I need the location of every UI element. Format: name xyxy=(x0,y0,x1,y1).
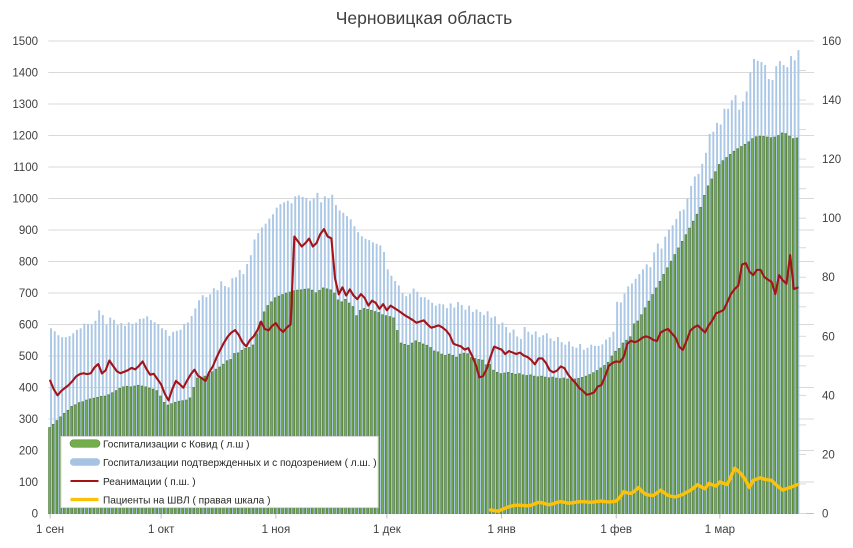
svg-text:1400: 1400 xyxy=(12,68,38,80)
svg-text:1100: 1100 xyxy=(13,162,38,174)
svg-text:600: 600 xyxy=(19,320,38,332)
svg-text:Госпитализации подтвержденных: Госпитализации подтвержденных и с подозр… xyxy=(103,458,377,469)
svg-text:1200: 1200 xyxy=(12,131,38,143)
svg-text:900: 900 xyxy=(19,225,38,237)
svg-text:1 янв: 1 янв xyxy=(487,524,515,536)
svg-text:Госпитализации с Ковид ( л.ш ): Госпитализации с Ковид ( л.ш ) xyxy=(103,439,249,450)
svg-text:1 мар: 1 мар xyxy=(705,524,735,536)
svg-text:400: 400 xyxy=(19,383,38,395)
svg-text:300: 300 xyxy=(19,414,38,426)
svg-text:1 дек: 1 дек xyxy=(373,524,402,536)
svg-text:1000: 1000 xyxy=(12,194,38,206)
svg-text:40: 40 xyxy=(822,390,835,402)
svg-text:500: 500 xyxy=(19,351,38,363)
svg-text:1 сен: 1 сен xyxy=(36,524,64,536)
svg-text:120: 120 xyxy=(822,154,841,166)
svg-text:160: 160 xyxy=(822,36,841,48)
svg-text:1 фев: 1 фев xyxy=(600,524,632,536)
svg-text:1 ноя: 1 ноя xyxy=(262,524,291,536)
svg-text:0: 0 xyxy=(32,509,38,521)
svg-text:800: 800 xyxy=(19,257,38,269)
svg-text:Черновицкая область: Черновицкая область xyxy=(336,8,513,28)
svg-text:100: 100 xyxy=(822,213,841,225)
svg-text:200: 200 xyxy=(19,446,38,458)
svg-text:700: 700 xyxy=(19,288,38,300)
svg-text:Пациенты на ШВЛ ( правая шкала: Пациенты на ШВЛ ( правая шкала ) xyxy=(103,495,270,506)
svg-text:1500: 1500 xyxy=(12,36,38,48)
svg-text:140: 140 xyxy=(822,95,841,107)
svg-text:80: 80 xyxy=(822,272,835,284)
svg-text:1300: 1300 xyxy=(12,99,38,111)
svg-text:1 окт: 1 окт xyxy=(148,524,175,536)
svg-text:Реанимации ( п.ш. ): Реанимации ( п.ш. ) xyxy=(103,477,196,488)
svg-text:100: 100 xyxy=(19,477,38,489)
svg-text:0: 0 xyxy=(822,509,828,521)
svg-text:60: 60 xyxy=(822,331,835,343)
svg-text:20: 20 xyxy=(822,449,835,461)
